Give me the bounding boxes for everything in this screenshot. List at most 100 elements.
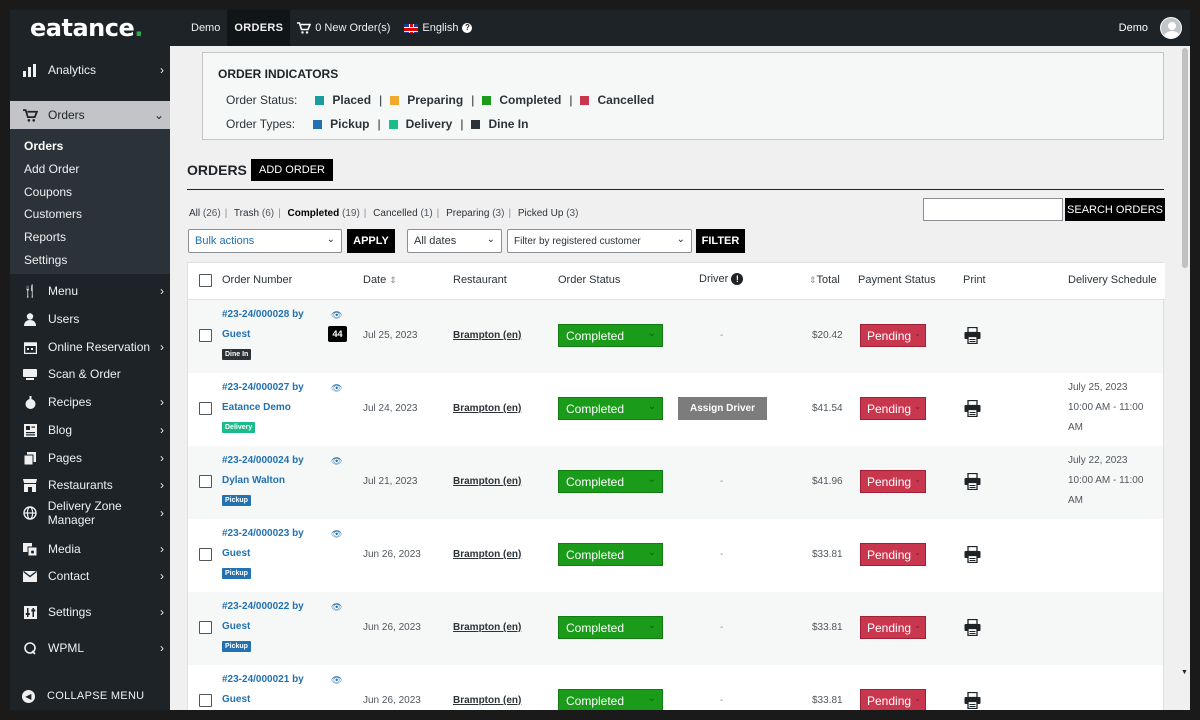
sidebar-item-menu[interactable]: 🍴 Menu › <box>10 277 170 305</box>
row-checkbox[interactable] <box>199 402 212 415</box>
view-completed-link[interactable]: Completed (19) <box>288 208 360 219</box>
view-preparing-link[interactable]: Preparing (3) <box>446 208 504 219</box>
restaurant-link[interactable]: Brampton (en) <box>453 622 522 633</box>
submenu-orders[interactable]: Orders <box>24 139 64 153</box>
order-status-select[interactable]: Completed ⌄ <box>558 616 663 639</box>
print-icon[interactable] <box>964 472 981 491</box>
scrollbar-thumb[interactable] <box>1182 48 1188 268</box>
vertical-scrollbar[interactable]: ▼ <box>1180 46 1190 710</box>
view-cancelled-link[interactable]: Cancelled (1) <box>373 208 433 219</box>
order-number-link[interactable]: #23-24/000021 by <box>222 674 304 685</box>
payment-status-select[interactable]: Pending ⌄ <box>860 616 926 639</box>
print-icon[interactable] <box>964 691 981 710</box>
print-icon[interactable] <box>964 399 981 418</box>
eye-icon[interactable]: 👁 <box>331 383 343 393</box>
eye-icon[interactable]: 👁 <box>331 456 343 466</box>
sidebar-item-online-reservation[interactable]: Online Reservation › <box>10 333 170 361</box>
sidebar-item-blog[interactable]: Blog › <box>10 416 170 444</box>
eatance-logo[interactable]: eatance. <box>10 14 170 42</box>
view-all-link[interactable]: All (26) <box>189 208 221 219</box>
order-number-link[interactable]: #23-24/000027 by <box>222 382 304 393</box>
customer-link[interactable]: Guest <box>222 548 251 559</box>
row-checkbox[interactable] <box>199 475 212 488</box>
view-trash-link[interactable]: Trash (6) <box>234 208 274 219</box>
customer-link[interactable]: Dylan Walton <box>222 475 285 486</box>
chevron-right-icon: › <box>160 63 164 77</box>
eye-icon[interactable]: 👁 <box>331 310 343 320</box>
submenu-add-order[interactable]: Add Order <box>24 162 80 176</box>
print-icon[interactable] <box>964 618 981 637</box>
assign-driver-button[interactable]: Assign Driver <box>678 397 767 420</box>
print-icon[interactable] <box>964 545 981 564</box>
sidebar-item-scan-order[interactable]: Scan & Order <box>10 360 170 388</box>
order-status-select[interactable]: Completed ⌄ <box>558 397 663 420</box>
order-status-select[interactable]: Completed ⌄ <box>558 543 663 566</box>
restaurant-link[interactable]: Brampton (en) <box>453 476 522 487</box>
eye-icon[interactable]: 👁 <box>331 602 343 612</box>
sidebar-item-wpml[interactable]: WPML › <box>10 634 170 662</box>
sidebar-item-contact[interactable]: Contact › <box>10 562 170 590</box>
sidebar-item-recipes[interactable]: Recipes › <box>10 388 170 416</box>
submenu-customers[interactable]: Customers <box>24 207 83 221</box>
row-checkbox[interactable] <box>199 621 212 634</box>
topbar-new-orders[interactable]: 0 New Order(s) <box>290 10 397 46</box>
column-total[interactable]: ⇕Total <box>809 274 840 286</box>
payment-status-select[interactable]: Pending ⌄ <box>860 397 926 420</box>
scroll-down-arrow-icon[interactable]: ▼ <box>1181 669 1188 676</box>
filter-button[interactable]: FILTER <box>696 229 745 253</box>
sidebar-item-orders[interactable]: Orders ⌄ <box>10 101 170 129</box>
customer-link[interactable]: Eatance Demo <box>222 402 291 413</box>
topbar-demo-link[interactable]: Demo <box>191 22 221 34</box>
restaurant-link[interactable]: Brampton (en) <box>453 695 522 706</box>
collapse-menu-button[interactable]: ◀ COLLAPSE MENU <box>10 682 170 710</box>
customer-link[interactable]: Guest <box>222 329 251 340</box>
restaurant-link[interactable]: Brampton (en) <box>453 330 522 341</box>
sidebar-item-delivery-zone[interactable]: Delivery Zone Manager › <box>10 499 170 527</box>
restaurant-link[interactable]: Brampton (en) <box>453 403 522 414</box>
topbar-language[interactable]: English ? <box>397 10 479 46</box>
topbar-user[interactable]: Demo <box>1119 17 1190 39</box>
select-all-checkbox[interactable] <box>199 274 212 287</box>
order-status-select[interactable]: Completed ⌄ <box>558 324 663 347</box>
submenu-coupons[interactable]: Coupons <box>24 185 73 199</box>
sidebar-item-analytics[interactable]: Analytics › <box>10 56 170 84</box>
column-date[interactable]: Date ⇕ <box>363 274 397 286</box>
apply-button[interactable]: APPLY <box>347 229 395 253</box>
payment-status-select[interactable]: Pending ⌄ <box>860 470 926 493</box>
search-orders-button[interactable]: SEARCH ORDERS <box>1065 198 1165 221</box>
row-checkbox[interactable] <box>199 694 212 707</box>
topbar-orders-link[interactable]: ORDERS <box>227 10 291 46</box>
order-status-select[interactable]: Completed ⌄ <box>558 470 663 493</box>
row-checkbox[interactable] <box>199 548 212 561</box>
customer-link[interactable]: Guest <box>222 621 251 632</box>
sidebar-item-users[interactable]: Users <box>10 305 170 333</box>
sidebar-item-restaurants[interactable]: Restaurants › <box>10 471 170 499</box>
date-filter-select[interactable]: All dates ⌄ <box>407 229 502 253</box>
add-order-button[interactable]: ADD ORDER <box>251 159 334 181</box>
view-picked-up-link[interactable]: Picked Up (3) <box>518 208 579 219</box>
submenu-reports[interactable]: Reports <box>24 230 67 244</box>
payment-status-select[interactable]: Pending ⌄ <box>860 689 926 710</box>
order-number-link[interactable]: #23-24/000023 by <box>222 528 304 539</box>
submenu-settings[interactable]: Settings <box>24 253 68 267</box>
payment-status-select[interactable]: Pending ⌄ <box>860 543 926 566</box>
sidebar-item-pages[interactable]: Pages › <box>10 444 170 472</box>
order-number-link[interactable]: #23-24/000028 by <box>222 309 304 320</box>
sidebar-item-settings[interactable]: Settings › <box>10 598 170 626</box>
restaurant-link[interactable]: Brampton (en) <box>453 549 522 560</box>
bulk-actions-select[interactable]: Bulk actions ⌄ <box>188 229 342 253</box>
order-number-link[interactable]: #23-24/000024 by <box>222 455 304 466</box>
chevron-right-icon: › <box>160 478 164 492</box>
eye-icon[interactable]: 👁 <box>331 675 343 685</box>
sidebar-item-media[interactable]: Media › <box>10 535 170 563</box>
print-icon[interactable] <box>964 326 981 345</box>
column-order-number[interactable]: Order Number <box>222 274 293 286</box>
order-number-link[interactable]: #23-24/000022 by <box>222 601 304 612</box>
row-checkbox[interactable] <box>199 329 212 342</box>
customer-filter-select[interactable]: Filter by registered customer ⌄ <box>507 229 692 253</box>
customer-link[interactable]: Guest <box>222 694 251 705</box>
search-input[interactable] <box>923 198 1063 221</box>
eye-icon[interactable]: 👁 <box>331 529 343 539</box>
order-status-select[interactable]: Completed ⌄ <box>558 689 663 710</box>
payment-status-select[interactable]: Pending ⌄ <box>860 324 926 347</box>
